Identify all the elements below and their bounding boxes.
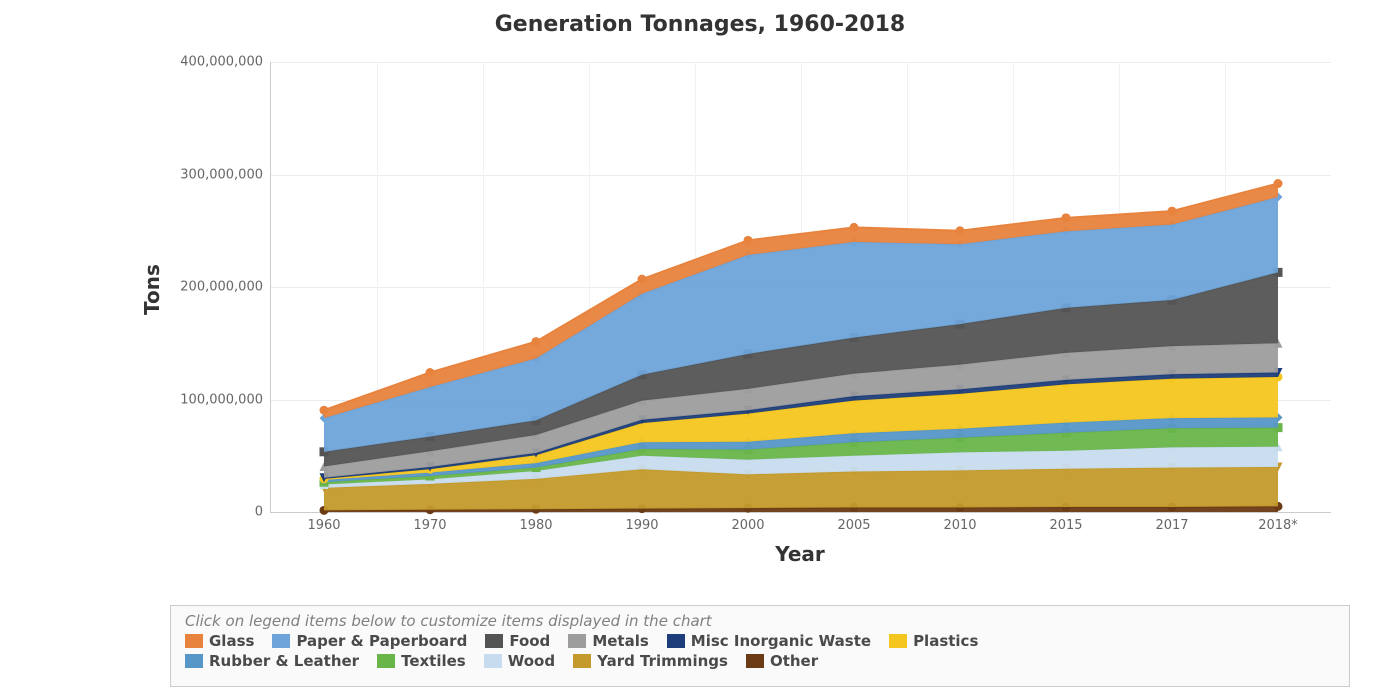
x-tick-label: 2010 — [943, 512, 976, 533]
legend-swatch — [573, 654, 591, 668]
y-tick-label: 100,000,000 — [180, 392, 271, 407]
y-tick-label: 200,000,000 — [180, 280, 271, 295]
legend-swatch — [667, 634, 685, 648]
x-tick-label: 1980 — [519, 512, 552, 533]
legend-label: Misc Inorganic Waste — [691, 632, 871, 650]
legend-swatch — [485, 634, 503, 648]
legend-rows: Glass Paper & Paperboard Food Metals Misc In… — [185, 632, 1335, 670]
x-tick-label: 2018* — [1258, 512, 1298, 533]
legend-swatch — [568, 634, 586, 648]
legend-item-wood[interactable]: Wood — [484, 652, 555, 670]
series-marker-glass — [638, 275, 647, 284]
y-tick-label: 400,000,000 — [180, 55, 271, 70]
legend-hint: Click on legend items below to customize… — [185, 612, 1335, 630]
legend-swatch — [185, 654, 203, 668]
x-tick-label: 1990 — [625, 512, 658, 533]
x-tick-label: 2017 — [1155, 512, 1188, 533]
legend-label: Glass — [209, 632, 254, 650]
legend-swatch — [889, 634, 907, 648]
legend-swatch — [185, 634, 203, 648]
legend-swatch — [484, 654, 502, 668]
legend-item-paper_paperboard[interactable]: Paper & Paperboard — [272, 632, 467, 650]
legend-swatch — [746, 654, 764, 668]
legend-label: Textiles — [401, 652, 466, 670]
x-tick-label: 2015 — [1049, 512, 1082, 533]
legend-item-yard_trimmings[interactable]: Yard Trimmings — [573, 652, 728, 670]
series-marker-glass — [744, 236, 753, 245]
legend-item-metals[interactable]: Metals — [568, 632, 648, 650]
legend-label: Paper & Paperboard — [296, 632, 467, 650]
legend-item-misc_inorganic[interactable]: Misc Inorganic Waste — [667, 632, 871, 650]
legend-label: Food — [509, 632, 550, 650]
legend-label: Wood — [508, 652, 555, 670]
series-marker-glass — [956, 226, 965, 235]
legend-label: Plastics — [913, 632, 978, 650]
series-marker-glass — [426, 368, 435, 377]
legend-label: Other — [770, 652, 818, 670]
legend-row: Glass Paper & Paperboard Food Metals Misc In… — [185, 632, 1335, 650]
series-marker-glass — [1062, 213, 1071, 222]
legend: Click on legend items below to customize… — [170, 605, 1350, 687]
series-marker-glass — [320, 406, 329, 415]
series-marker-glass — [1168, 207, 1177, 216]
x-tick-label: 2005 — [837, 512, 870, 533]
legend-item-other[interactable]: Other — [746, 652, 818, 670]
legend-item-rubber_leather[interactable]: Rubber & Leather — [185, 652, 359, 670]
x-tick-label: 1960 — [307, 512, 340, 533]
legend-label: Rubber & Leather — [209, 652, 359, 670]
chart-container: Generation Tonnages, 1960-2018 Tons Year… — [0, 0, 1400, 700]
legend-item-plastics[interactable]: Plastics — [889, 632, 978, 650]
y-tick-label: 300,000,000 — [180, 167, 271, 182]
y-axis-label: Tons — [140, 264, 164, 315]
plot-area: 0100,000,000200,000,000300,000,000400,00… — [270, 62, 1331, 513]
x-axis-label: Year — [270, 542, 1330, 566]
chart-svg — [271, 62, 1331, 512]
legend-label: Yard Trimmings — [597, 652, 728, 670]
legend-item-textiles[interactable]: Textiles — [377, 652, 466, 670]
x-tick-label: 1970 — [413, 512, 446, 533]
chart-title: Generation Tonnages, 1960-2018 — [0, 12, 1400, 37]
x-tick-label: 2000 — [731, 512, 764, 533]
legend-item-glass[interactable]: Glass — [185, 632, 254, 650]
legend-item-food[interactable]: Food — [485, 632, 550, 650]
y-tick-label: 0 — [255, 505, 271, 520]
legend-swatch — [272, 634, 290, 648]
legend-row: Rubber & Leather Textiles Wood Yard Trimmin… — [185, 652, 1335, 670]
legend-label: Metals — [592, 632, 648, 650]
series-marker-glass — [850, 223, 859, 232]
series-marker-glass — [1274, 179, 1283, 188]
legend-swatch — [377, 654, 395, 668]
series-marker-glass — [532, 337, 541, 346]
